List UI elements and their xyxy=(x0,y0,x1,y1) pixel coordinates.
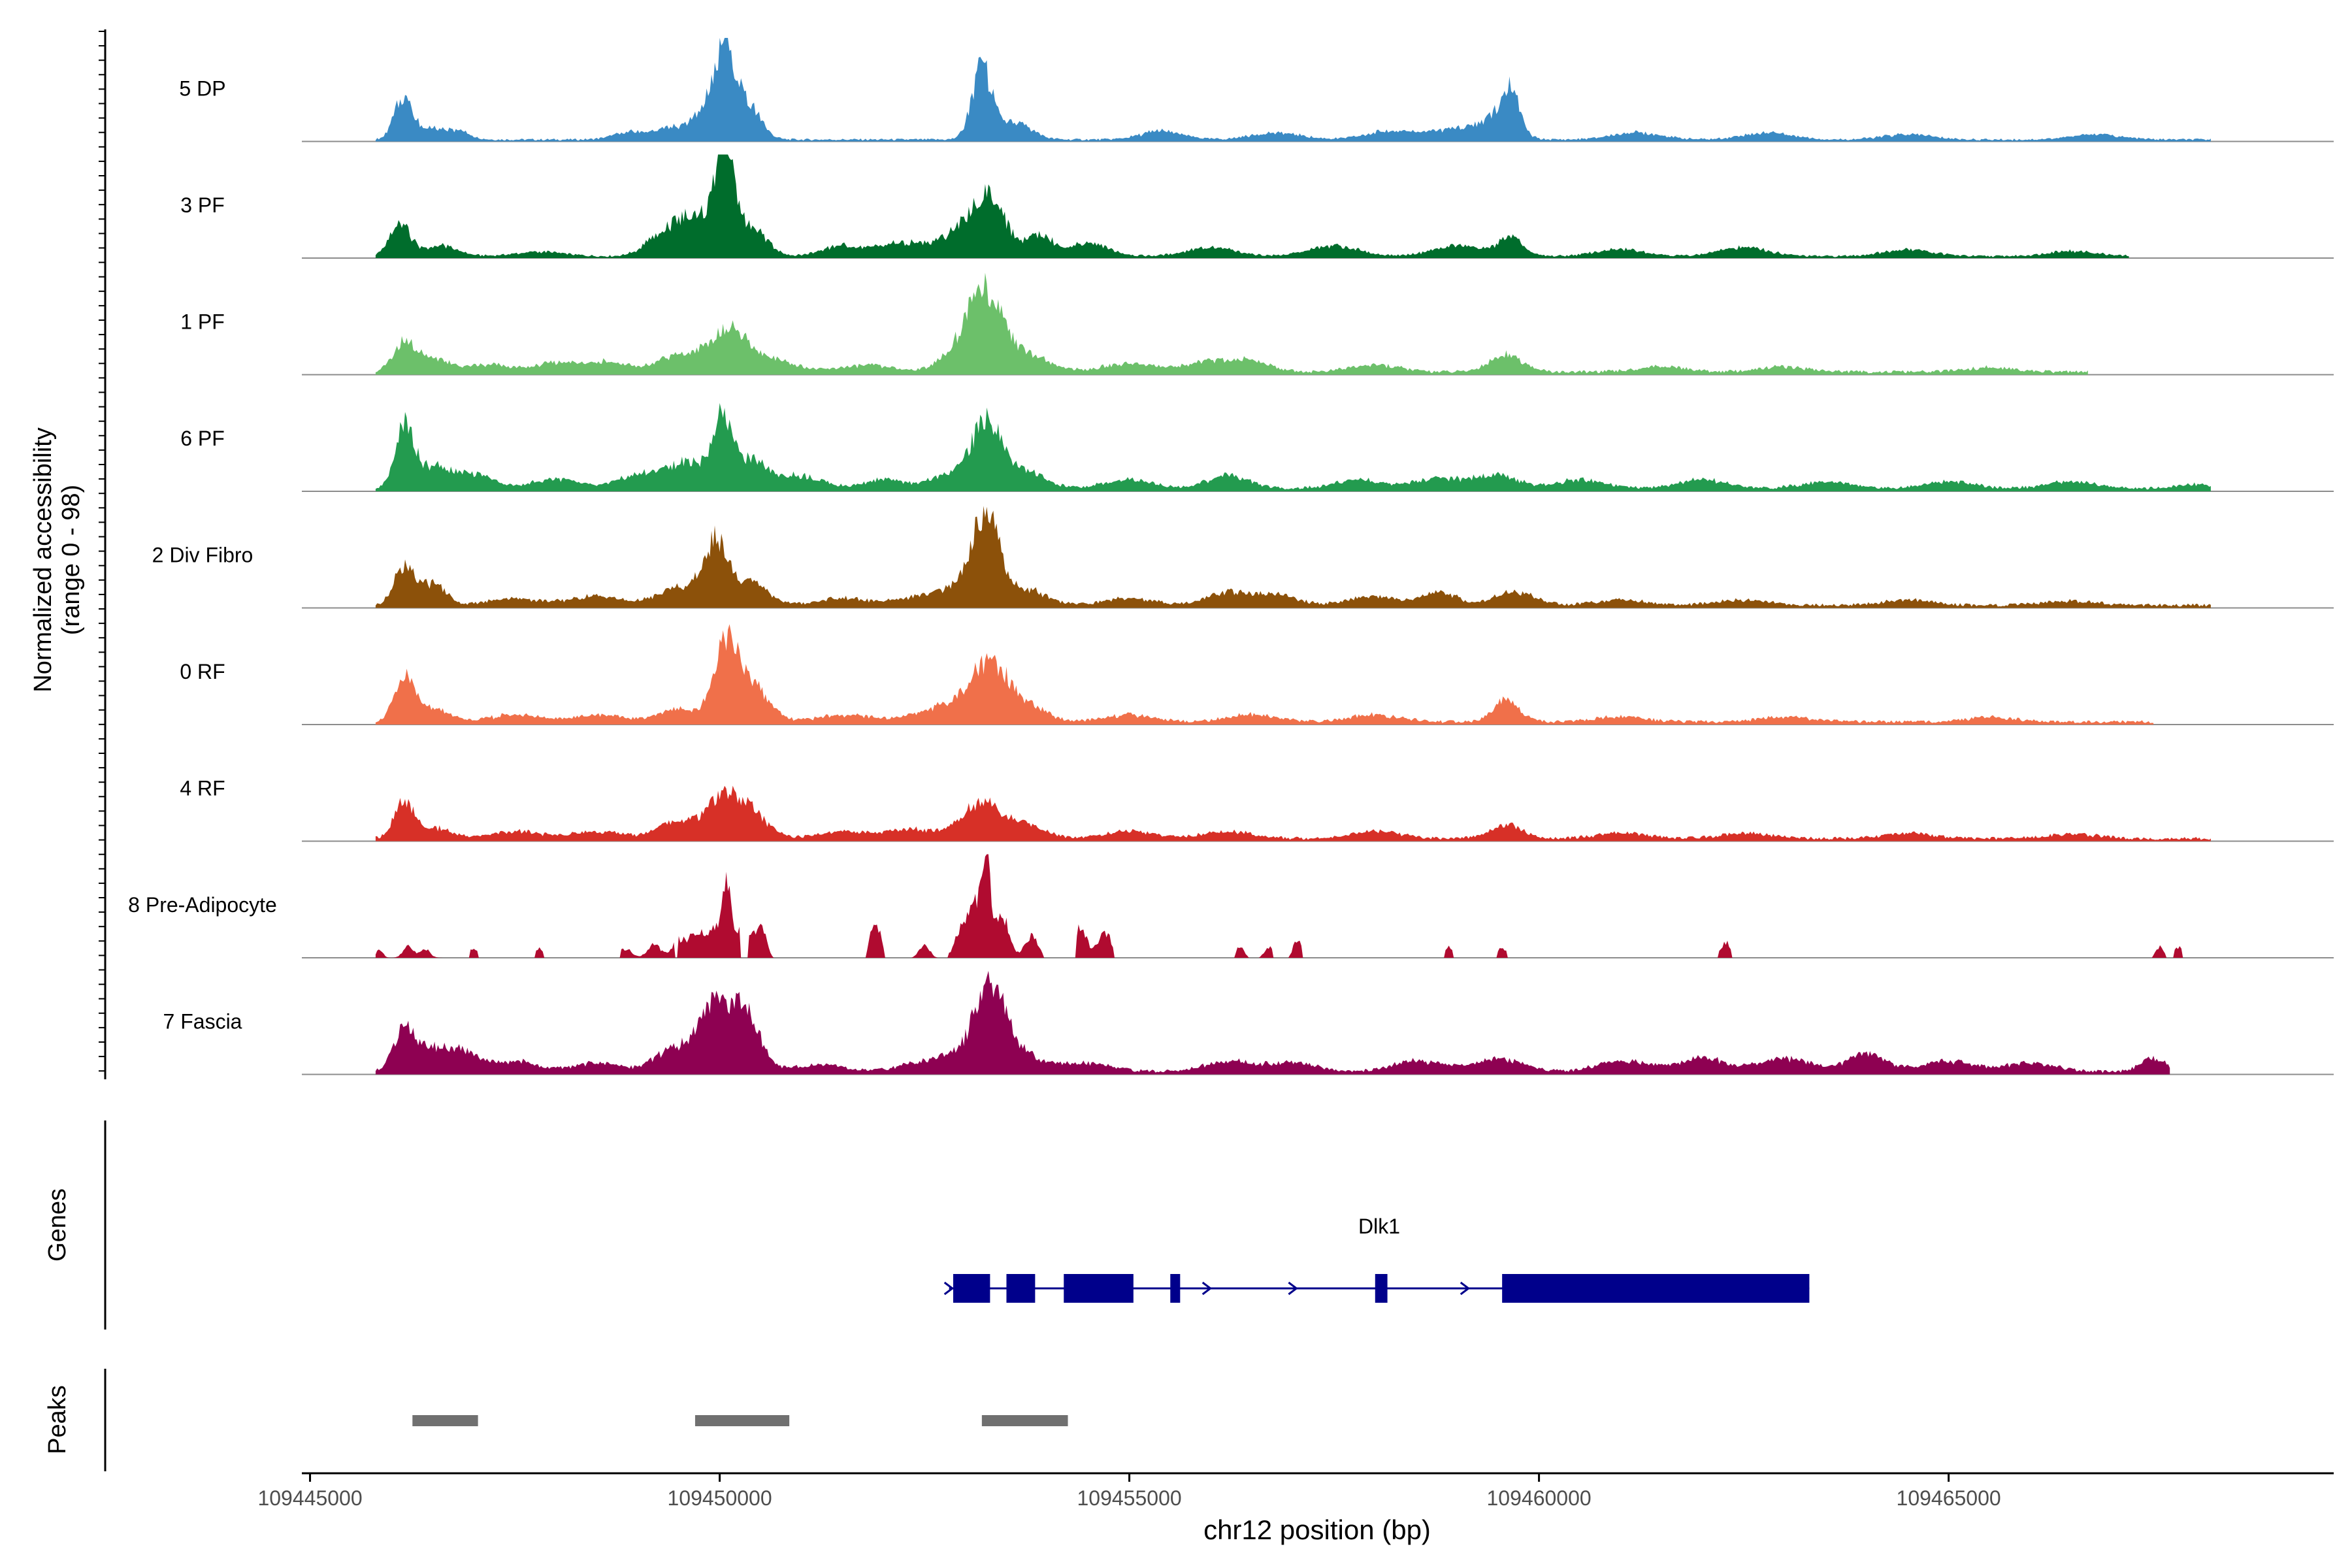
track-label: 2 Div Fibro xyxy=(152,544,253,567)
coverage-track: 6 PF xyxy=(180,402,2334,492)
x-tick-label: 109455000 xyxy=(1077,1486,1181,1510)
gene-exon xyxy=(1064,1274,1134,1303)
strand-arrow-icon xyxy=(1201,1281,1213,1296)
gene-exon xyxy=(1375,1274,1388,1303)
x-axis: 109445000 109450000 109455000 109460000 1094… xyxy=(257,1472,2334,1545)
peaks-panel: Peaks xyxy=(44,1369,1068,1471)
x-tick-label: 109460000 xyxy=(1487,1486,1592,1510)
coverage-track: 2 Div Fibro xyxy=(152,506,2334,609)
coverage-track: 3 PF xyxy=(180,154,2334,259)
gene-exon xyxy=(1502,1274,1810,1303)
coverage-area xyxy=(375,402,2211,491)
peaks-track-label: Peaks xyxy=(44,1385,71,1454)
coverage-area xyxy=(375,154,2129,258)
coverage-area xyxy=(375,272,2088,375)
gene-model: Dlk1 xyxy=(943,1215,1810,1303)
peak-region xyxy=(694,1415,790,1426)
coverage-area xyxy=(375,624,2154,725)
x-ticks: 109445000 109450000 109455000 109460000 1094… xyxy=(257,1473,2001,1510)
peak-regions xyxy=(412,1415,1068,1426)
gene-exon xyxy=(1170,1274,1181,1303)
gene-exon xyxy=(953,1274,990,1303)
gene-models: Dlk1 xyxy=(943,1215,1810,1303)
coverage-track: 0 RF xyxy=(180,624,2334,725)
gene-name-label: Dlk1 xyxy=(1358,1215,1400,1238)
x-tick-label: 109450000 xyxy=(667,1486,772,1510)
x-tick-label: 109465000 xyxy=(1897,1486,2001,1510)
peak-region xyxy=(981,1415,1068,1426)
x-tick-label: 109445000 xyxy=(257,1486,362,1510)
strand-arrow-icon xyxy=(1460,1281,1471,1296)
coverage-track: 1 PF xyxy=(180,272,2334,376)
coverage-track: 4 RF xyxy=(180,777,2334,842)
coverage-track: 7 Fascia xyxy=(163,971,2334,1075)
coverage-area xyxy=(375,971,2170,1075)
track-label: 7 Fascia xyxy=(163,1010,242,1034)
x-axis-title: chr12 position (bp) xyxy=(1203,1514,1431,1545)
coverage-area xyxy=(375,38,2211,142)
track-label: 0 RF xyxy=(180,660,225,683)
coverage-tracks: 5 DP 3 PF 1 PF 6 PF 2 Div Fibro 0 RF 4 RF 8 Pre… xyxy=(128,38,2334,1075)
coverage-y-axis-label: Normalized accessibility xyxy=(29,427,57,692)
coverage-area xyxy=(375,785,2211,841)
coverage-y-axis-range-label: (range 0 - 98) xyxy=(57,485,85,635)
coverage-track: 5 DP xyxy=(179,38,2334,142)
coverage-panel: Normalized accessibility (range 0 - 98) … xyxy=(29,29,2334,1079)
coverage-y-ticks xyxy=(99,31,105,1072)
genes-panel: Genes Dlk1 xyxy=(44,1120,1810,1330)
genes-track-label: Genes xyxy=(44,1188,71,1262)
track-label: 6 PF xyxy=(180,427,225,450)
peak-region xyxy=(412,1415,478,1426)
track-label: 4 RF xyxy=(180,777,225,800)
strand-arrow-icon xyxy=(1288,1281,1298,1296)
strand-arrow-icon xyxy=(943,1281,955,1296)
track-label: 8 Pre-Adipocyte xyxy=(128,893,277,917)
track-label: 3 PF xyxy=(180,193,225,217)
gene-exon xyxy=(1006,1274,1036,1303)
track-label: 1 PF xyxy=(180,310,225,334)
coverage-track: 8 Pre-Adipocyte xyxy=(128,854,2334,958)
track-label: 5 DP xyxy=(179,77,225,101)
